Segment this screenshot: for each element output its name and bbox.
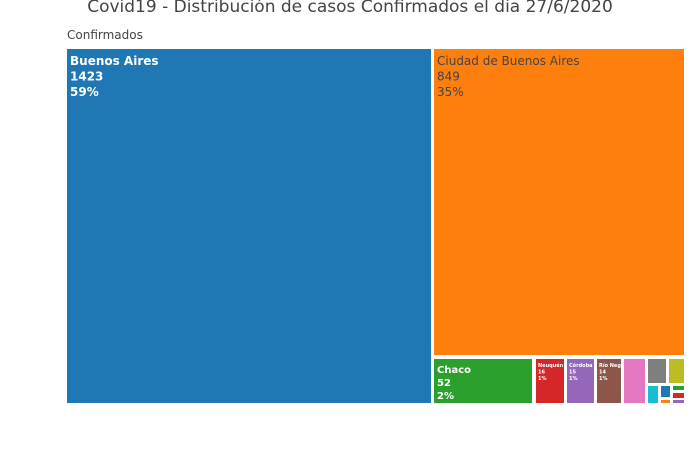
tile-label-name: Ciudad de Buenos Aires <box>437 54 580 68</box>
tile-rect <box>673 400 684 403</box>
tile-rect <box>673 393 684 398</box>
tile-rect <box>536 359 564 403</box>
tile-label-percent: 59% <box>70 85 99 99</box>
tile-label-name: Río Negro <box>599 362 627 369</box>
tile-label-value: 15 <box>569 370 576 376</box>
root-label[interactable]: Confirmados <box>67 28 143 42</box>
treemap-tile-item-11[interactable] <box>673 386 684 390</box>
treemap-tile-item-7[interactable] <box>648 359 666 383</box>
tile-label-value: 14 <box>599 370 606 376</box>
treemap-tile-item-14[interactable] <box>673 400 684 403</box>
tile-rect <box>648 386 658 403</box>
tile-rect <box>597 359 621 403</box>
tile-rect <box>67 49 431 403</box>
tile-label-percent: 1% <box>569 376 578 382</box>
treemap-tile-item-13[interactable] <box>661 400 670 403</box>
tile-rect <box>624 359 645 403</box>
treemap-tile-item-8[interactable] <box>669 359 684 383</box>
tile-rect <box>434 49 684 355</box>
tile-label-name: Córdoba <box>569 362 593 369</box>
tile-label-value: 1423 <box>70 70 103 84</box>
tile-label-value: 52 <box>437 378 451 389</box>
tile-rect <box>673 386 684 390</box>
tile-rect <box>434 359 532 403</box>
tile-rect <box>567 359 594 403</box>
tile-label-name: Chaco <box>437 365 471 376</box>
tile-label-percent: 1% <box>599 376 608 382</box>
tile-rect <box>669 359 684 383</box>
tile-label-value: 849 <box>437 70 460 84</box>
treemap-tile-item-10[interactable] <box>661 386 670 397</box>
tile-label-name: Neuquén <box>538 362 564 369</box>
tile-label-percent: 35% <box>437 85 464 99</box>
chart-title: Covid19 - Distribución de casos Confirma… <box>87 0 613 17</box>
tile-rect <box>661 400 670 403</box>
treemap-tile-item-9[interactable] <box>648 386 658 403</box>
tile-rect <box>648 359 666 383</box>
tile-label-name: Buenos Aires <box>70 54 159 68</box>
tile-label-value: 16 <box>538 370 545 376</box>
treemap-tile-item-6[interactable] <box>624 359 645 403</box>
treemap-tile-chaco[interactable]: Chaco 52 2% <box>434 359 532 403</box>
tile-label-percent: 2% <box>437 391 454 402</box>
tile-label-percent: 1% <box>538 376 547 382</box>
treemap-tile-item-12[interactable] <box>673 393 684 398</box>
tile-rect <box>661 386 670 397</box>
